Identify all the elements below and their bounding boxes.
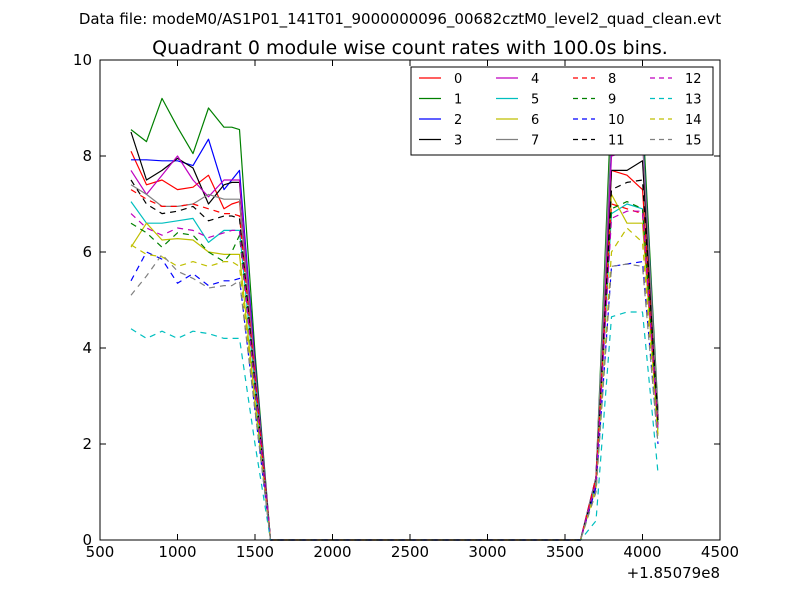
series-line-0 [130,150,659,541]
legend-label-3: 3 [454,134,462,149]
y-tick-label: 6 [82,243,92,261]
legend-label-9: 9 [608,93,616,108]
series-line-8 [130,189,659,541]
x-tick-label: 3500 [546,543,584,561]
x-tick-label: 2000 [313,543,351,561]
series-line-3 [130,131,659,541]
legend-label-15: 15 [685,134,702,149]
legend-label-6: 6 [531,113,539,128]
axes-layer: 500 1000 1500 2000 2500 3000 3500 4000 4500 0 2 4 6 8… [73,51,739,561]
series-line-5 [130,201,659,541]
x-tick-label: 4500 [701,543,739,561]
legend-label-10: 10 [608,113,625,128]
legend-label-5: 5 [531,93,539,108]
legend-label-12: 12 [685,72,702,87]
legend-box [410,66,714,156]
series-layer [130,92,659,541]
y-tick-label: 8 [82,147,92,165]
legend-label-13: 13 [685,93,702,108]
x-tick-label: 1000 [158,543,196,561]
series-line-6 [130,193,659,541]
figure-suptitle: Data file: modeM0/AS1P01_141T01_90000000… [79,10,721,29]
y-tick-label: 0 [82,531,92,549]
legend-label-2: 2 [454,113,462,128]
series-line-2 [131,129,659,541]
x-tick-label: 1500 [236,543,274,561]
x-tick-label: 500 [86,543,115,561]
legend-label-11: 11 [608,134,625,149]
series-line-9 [130,201,659,541]
series-line-11 [130,179,659,541]
y-tick-label: 2 [82,435,92,453]
y-tick-label: 10 [73,51,92,69]
series-line-12 [130,210,659,541]
series-line-7 [130,116,659,541]
legend-label-14: 14 [685,113,702,128]
series-line-10 [130,251,659,541]
legend-label-7: 7 [531,134,539,149]
series-line-13 [130,311,659,541]
series-line-14 [130,227,659,541]
x-tick-label: 4000 [623,543,661,561]
series-line-1 [130,92,659,541]
x-offset-label: +1.85079e8 [627,564,720,582]
legend-label-4: 4 [531,72,539,87]
legend-label-8: 8 [608,72,616,87]
x-tick-label: 2500 [391,543,429,561]
series-line-15 [130,253,659,541]
chart-title: Quadrant 0 module wise count rates with … [152,37,668,59]
y-tick-label: 4 [82,339,92,357]
legend-label-0: 0 [454,72,462,87]
legend-label-1: 1 [454,93,462,108]
x-tick-label: 3000 [468,543,506,561]
